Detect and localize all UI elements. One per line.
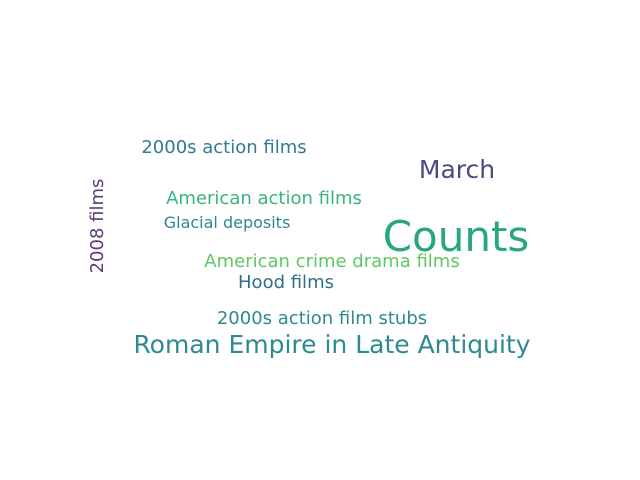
word-2000s-action-films: 2000s action films [141, 137, 306, 158]
word-american-action-films: American action films [166, 188, 362, 209]
word-american-crime-drama-films: American crime drama films [204, 251, 459, 272]
word-march: March [419, 155, 495, 184]
word-2000s-action-film-stubs: 2000s action film stubs [217, 308, 427, 329]
word-2008-films: 2008 films [87, 179, 108, 274]
word-glacial-deposits: Glacial deposits [164, 213, 291, 232]
word-hood-films: Hood films [238, 272, 334, 293]
word-counts: Counts [383, 212, 530, 261]
word-roman-empire-in-late-antiquity: Roman Empire in Late Antiquity [133, 330, 530, 359]
